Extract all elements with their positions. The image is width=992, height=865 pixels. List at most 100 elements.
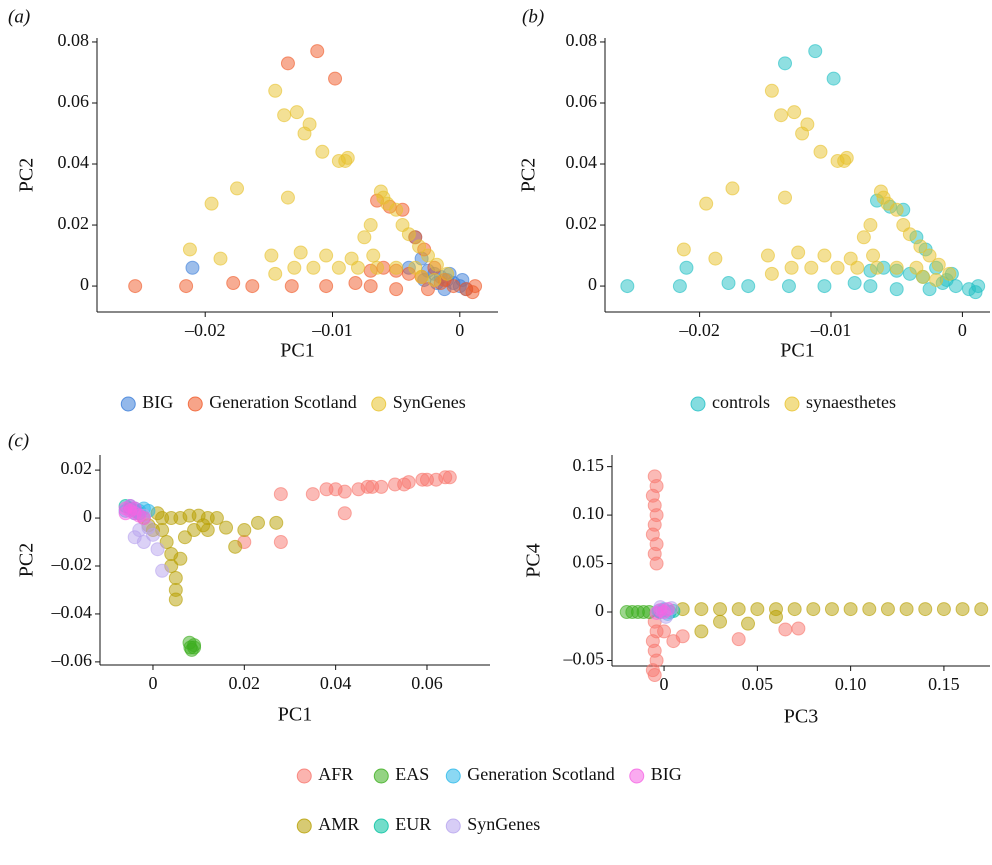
point	[784, 260, 799, 275]
point	[128, 279, 143, 294]
legend-marker	[296, 768, 312, 784]
point	[414, 269, 429, 284]
point	[889, 282, 904, 297]
point	[672, 279, 687, 294]
point	[824, 602, 839, 617]
y-tick-label: 0.02	[566, 213, 598, 233]
legend-marker	[373, 818, 389, 834]
x-tick-label: 0.05	[742, 674, 774, 694]
legend-label: synaesthetes	[806, 392, 896, 412]
point	[118, 506, 133, 521]
point	[918, 602, 933, 617]
x-axis-title: PC3	[784, 706, 818, 728]
point	[173, 551, 188, 566]
point	[331, 153, 346, 168]
point	[337, 506, 352, 521]
point	[446, 279, 461, 294]
legend-label: controls	[712, 392, 770, 412]
point	[694, 602, 709, 617]
x-tick-label: 0.15	[928, 674, 960, 694]
point	[741, 279, 756, 294]
legend-label: SynGenes	[467, 814, 540, 834]
point	[915, 269, 930, 284]
point	[315, 144, 330, 159]
point	[363, 218, 378, 233]
point	[289, 105, 304, 120]
point	[699, 196, 714, 211]
point	[679, 260, 694, 275]
panel-label: (a)	[8, 6, 30, 27]
point	[251, 515, 266, 530]
point	[419, 472, 434, 487]
legend-label: BIG	[651, 764, 682, 784]
point	[647, 668, 662, 683]
point	[397, 477, 412, 492]
point	[179, 279, 194, 294]
y-tick-label: 0	[83, 506, 92, 526]
point	[843, 602, 858, 617]
y-tick-label: 0.02	[58, 213, 90, 233]
legend-marker	[120, 396, 136, 412]
point	[863, 218, 878, 233]
point	[204, 196, 219, 211]
point	[850, 260, 865, 275]
y-tick-label: –0.04	[51, 602, 93, 622]
y-tick-label: 0	[595, 600, 604, 620]
legend-marker	[373, 768, 389, 784]
point	[268, 266, 283, 281]
point	[280, 190, 295, 205]
point	[760, 248, 775, 263]
point	[764, 83, 779, 98]
point	[708, 251, 723, 266]
x-tick-label: 0.02	[229, 673, 261, 693]
y-tick-label: 0.06	[566, 91, 598, 111]
legend-marker	[445, 818, 461, 834]
point	[856, 230, 871, 245]
point	[287, 260, 302, 275]
point	[331, 260, 346, 275]
point	[741, 616, 756, 631]
y-axis-title: PC2	[16, 158, 38, 192]
point	[363, 279, 378, 294]
legend-label: EAS	[395, 764, 429, 784]
point	[899, 602, 914, 617]
point	[185, 260, 200, 275]
y-tick-label: 0	[588, 274, 597, 294]
point	[778, 622, 793, 637]
point	[273, 535, 288, 550]
y-tick-label: 0.04	[566, 152, 598, 172]
point	[337, 484, 352, 499]
point	[731, 602, 746, 617]
point	[869, 260, 884, 275]
x-tick-label: 0	[148, 673, 157, 693]
point	[228, 539, 243, 554]
x-axis-title: PC1	[278, 704, 312, 726]
y-tick-label: 0.04	[58, 152, 90, 172]
point	[713, 614, 728, 629]
point	[791, 621, 806, 636]
y-tick-label: 0.06	[58, 91, 90, 111]
point	[328, 71, 343, 86]
legend-label: BIG	[142, 392, 173, 412]
legend-marker	[296, 818, 312, 834]
point	[374, 479, 389, 494]
point	[183, 640, 198, 655]
point	[889, 202, 904, 217]
point	[389, 260, 404, 275]
point	[219, 520, 234, 535]
x-tick-label: 0	[455, 320, 464, 340]
point	[230, 181, 245, 196]
point	[764, 266, 779, 281]
point	[427, 272, 442, 287]
point	[863, 279, 878, 294]
legend-marker	[445, 768, 461, 784]
y-tick-label: 0.08	[566, 30, 598, 50]
legend-label: AFR	[318, 764, 353, 784]
point	[177, 530, 192, 545]
legend-label: Generation Scotland	[209, 392, 356, 412]
point	[273, 487, 288, 502]
point	[862, 602, 877, 617]
y-tick-label: –0.05	[563, 649, 605, 669]
point	[440, 266, 455, 281]
